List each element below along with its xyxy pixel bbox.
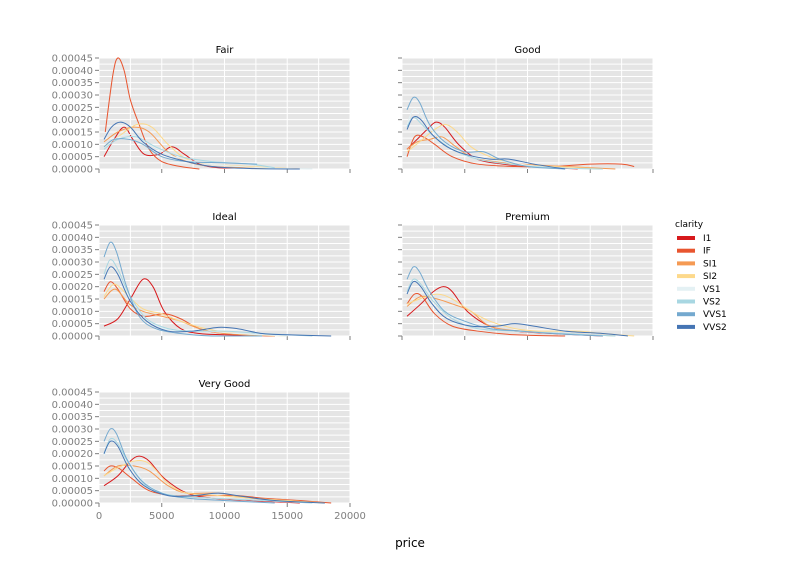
legend-label-si1: SI1 [703, 259, 717, 269]
series-line-if [104, 57, 200, 170]
panel-title: Good [514, 45, 540, 56]
series-line-if [406, 292, 566, 337]
series-line-vs1 [406, 108, 591, 170]
series-line-vvs1 [406, 96, 566, 170]
series-line-vvs2 [103, 266, 332, 337]
series-line-vvs2 [406, 115, 566, 170]
legend-label-i1: I1 [703, 234, 711, 244]
series-line-si1 [103, 126, 300, 170]
series-line-vs2 [103, 258, 313, 337]
series-line-si1 [103, 288, 275, 337]
series-line-vs2 [406, 278, 616, 337]
y-tick-label: 0.00000 [52, 499, 93, 510]
y-tick-label: 0.00030 [52, 91, 93, 102]
y-tick-label: 0.00005 [52, 152, 93, 163]
series-line-vvs1 [103, 138, 258, 165]
legend-swatch-if [677, 248, 695, 253]
series-line-vs2 [103, 437, 313, 504]
y-tick-label: 0.00035 [52, 245, 93, 256]
panel-fair: Fair0.000000.000050.000100.000150.000200… [52, 45, 351, 176]
y-tick-label: 0.00010 [52, 474, 93, 485]
y-tick-label: 0.00030 [52, 425, 93, 436]
x-tick-label: 5000 [149, 511, 174, 522]
x-tick-label: 10000 [209, 511, 241, 522]
y-tick-label: 0.00040 [52, 233, 93, 244]
y-tick-label: 0.00015 [52, 128, 93, 139]
y-tick-label: 0.00015 [52, 295, 93, 306]
y-tick-label: 0.00020 [52, 449, 93, 460]
series-line-vvs1 [103, 428, 275, 504]
legend-label-vs2: VS2 [703, 298, 721, 308]
y-tick-label: 0.00035 [52, 412, 93, 423]
panel-good: Good [398, 45, 654, 173]
legend-label-if: IF [703, 247, 711, 257]
y-tick-label: 0.00040 [52, 400, 93, 411]
series-line-vvs2 [103, 121, 300, 170]
legend-swatch-vvs1 [677, 312, 695, 317]
y-tick-label: 0.00025 [52, 270, 93, 281]
series-line-i1 [103, 278, 275, 337]
panel-title: Premium [505, 212, 550, 223]
series-line-si2 [103, 460, 325, 504]
x-tick-label: 0 [96, 511, 102, 522]
y-tick-label: 0.00005 [52, 319, 93, 330]
series-line-vvs2 [406, 280, 628, 337]
y-tick-label: 0.00045 [52, 221, 93, 232]
legend-swatch-vs1 [677, 286, 695, 291]
legend-swatch-si2 [677, 274, 695, 279]
y-tick-label: 0.00000 [52, 165, 93, 176]
y-tick-label: 0.00010 [52, 140, 93, 151]
y-tick-label: 0.00010 [52, 307, 93, 318]
legend-swatch-vs2 [677, 299, 695, 304]
series-line-i1 [103, 455, 300, 504]
legend: clarity I1 IF SI1 SI2 VS1 VS2 VVS1 VVS2 [675, 220, 727, 333]
y-tick-label: 0.00045 [52, 388, 93, 399]
y-tick-label: 0.00025 [52, 437, 93, 448]
y-tick-label: 0.00020 [52, 115, 93, 126]
series-line-vvs1 [406, 266, 603, 337]
y-tick-label: 0.00005 [52, 486, 93, 497]
legend-entries: I1 IF SI1 SI2 VS1 VS2 VVS1 VVS2 [677, 234, 727, 333]
panel-premium: Premium [398, 212, 654, 340]
panel-title: Fair [216, 45, 235, 56]
x-axis-label: price [395, 536, 425, 550]
legend-swatch-si1 [677, 261, 695, 266]
y-tick-label: 0.00020 [52, 282, 93, 293]
y-tick-label: 0.00045 [52, 54, 93, 65]
legend-label-si2: SI2 [703, 272, 717, 282]
legend-label-vvs2: VVS2 [703, 323, 727, 333]
y-tick-label: 0.00040 [52, 66, 93, 77]
legend-swatch-i1 [677, 236, 695, 240]
series-line-vvs1 [103, 241, 263, 337]
legend-label-vvs1: VVS1 [703, 310, 727, 320]
legend-label-vs1: VS1 [703, 285, 721, 295]
y-tick-label: 0.00015 [52, 462, 93, 473]
legend-swatch-vvs2 [677, 324, 695, 329]
series-line-vvs2 [103, 440, 325, 504]
y-tick-label: 0.00030 [52, 258, 93, 269]
x-tick-label: 15000 [271, 511, 303, 522]
x-tick-label: 20000 [334, 511, 366, 522]
y-tick-label: 0.00025 [52, 103, 93, 114]
series-line-if [406, 134, 635, 168]
panel-title: Ideal [212, 212, 236, 223]
panel-title: Very Good [199, 379, 251, 390]
y-tick-label: 0.00000 [52, 332, 93, 343]
y-tick-label: 0.00035 [52, 78, 93, 89]
facet-panels: Fair0.000000.000050.000100.000150.000200… [52, 45, 654, 522]
legend-title: clarity [675, 220, 704, 230]
series-line-i1 [406, 121, 578, 170]
